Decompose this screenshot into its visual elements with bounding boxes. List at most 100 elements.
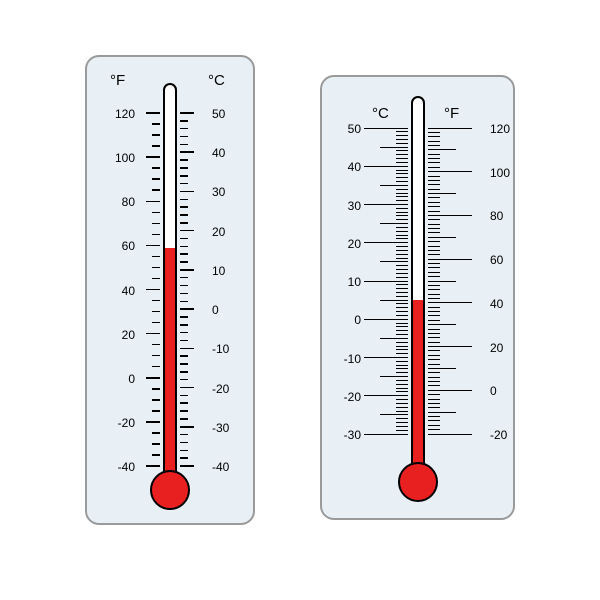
c-scale-tick bbox=[380, 185, 408, 186]
c-scale-tick bbox=[396, 411, 408, 412]
f-scale-tick bbox=[428, 232, 440, 233]
c-scale-tick bbox=[180, 387, 194, 389]
f-scale-label: 60 bbox=[105, 239, 135, 253]
tube-border-right bbox=[423, 103, 425, 470]
f-scale-tick bbox=[428, 372, 440, 373]
c-scale-tick bbox=[396, 307, 408, 308]
c-scale-label: 0 bbox=[335, 313, 361, 327]
c-scale-tick bbox=[180, 136, 188, 138]
f-scale-tick bbox=[152, 167, 160, 169]
f-scale-tick bbox=[428, 171, 472, 172]
c-scale-tick bbox=[180, 316, 188, 318]
c-scale-tick bbox=[396, 334, 408, 335]
c-scale-tick bbox=[396, 426, 408, 427]
c-scale-tick bbox=[396, 193, 408, 194]
c-scale-tick bbox=[396, 250, 408, 251]
c-scale-tick bbox=[396, 158, 408, 159]
f-scale-tick bbox=[428, 180, 440, 181]
f-scale-tick bbox=[428, 364, 440, 365]
c-scale-tick bbox=[364, 128, 408, 129]
c-scale-tick bbox=[180, 340, 188, 342]
c-scale-tick bbox=[396, 200, 408, 201]
c-scale-tick bbox=[396, 273, 408, 274]
c-scale-tick bbox=[380, 338, 408, 339]
f-scale-tick bbox=[152, 355, 160, 357]
celsius-header: °C bbox=[372, 105, 389, 122]
f-scale-tick bbox=[152, 388, 160, 390]
c-scale-tick bbox=[396, 238, 408, 239]
f-scale-tick bbox=[428, 136, 440, 137]
c-scale-tick bbox=[180, 410, 188, 412]
c-scale-tick bbox=[180, 159, 188, 161]
c-scale-tick bbox=[180, 222, 188, 224]
f-scale-tick bbox=[428, 329, 440, 330]
c-scale-tick bbox=[396, 342, 408, 343]
f-scale-tick bbox=[428, 224, 440, 225]
f-scale-tick bbox=[428, 202, 440, 203]
f-scale-tick bbox=[428, 176, 440, 177]
f-scale-tick bbox=[428, 307, 440, 308]
c-scale-tick bbox=[396, 254, 408, 255]
c-scale-tick bbox=[180, 348, 194, 350]
c-scale-tick bbox=[396, 219, 408, 220]
c-scale-tick bbox=[396, 388, 408, 389]
f-scale-tick bbox=[428, 298, 440, 299]
f-scale-tick bbox=[152, 443, 160, 445]
c-scale-tick bbox=[180, 144, 188, 146]
c-scale-tick bbox=[180, 426, 194, 428]
c-scale-tick bbox=[396, 422, 408, 423]
f-scale-tick bbox=[428, 289, 440, 290]
f-scale-tick bbox=[146, 465, 160, 467]
f-scale-tick bbox=[428, 276, 440, 277]
tube-border-left bbox=[411, 103, 413, 470]
f-scale-tick bbox=[428, 162, 440, 163]
c-scale-tick bbox=[396, 162, 408, 163]
f-scale-tick bbox=[428, 250, 440, 251]
tube-cap bbox=[411, 96, 425, 110]
f-scale-tick bbox=[428, 267, 440, 268]
f-scale-label: 0 bbox=[105, 372, 135, 386]
c-scale-tick bbox=[396, 380, 408, 381]
f-scale-tick bbox=[152, 212, 160, 214]
f-scale-tick bbox=[428, 219, 440, 220]
f-scale-tick bbox=[152, 123, 160, 125]
c-scale-label: 50 bbox=[212, 107, 225, 121]
c-scale-tick bbox=[180, 465, 194, 467]
c-scale-tick bbox=[180, 230, 194, 232]
c-scale-tick bbox=[396, 361, 408, 362]
f-scale-label: 20 bbox=[105, 328, 135, 342]
f-scale-tick bbox=[428, 145, 440, 146]
f-scale-tick bbox=[428, 237, 456, 238]
c-scale-tick bbox=[396, 277, 408, 278]
f-scale-tick bbox=[152, 234, 160, 236]
c-scale-tick bbox=[364, 319, 408, 320]
c-scale-tick bbox=[180, 206, 188, 208]
f-scale-tick bbox=[428, 377, 440, 378]
c-scale-tick bbox=[180, 214, 188, 216]
mercury-column bbox=[165, 248, 175, 484]
c-scale-label: 10 bbox=[335, 275, 361, 289]
c-scale-tick bbox=[180, 175, 188, 177]
f-scale-label: -20 bbox=[490, 428, 507, 442]
c-scale-tick bbox=[396, 365, 408, 366]
f-scale-tick bbox=[428, 315, 440, 316]
f-scale-tick bbox=[152, 189, 160, 191]
tube-border-left bbox=[163, 90, 165, 478]
c-scale-label: -10 bbox=[212, 342, 229, 356]
c-scale-tick bbox=[396, 407, 408, 408]
f-scale-tick bbox=[428, 311, 440, 312]
f-scale-label: 40 bbox=[105, 284, 135, 298]
f-scale-tick bbox=[152, 134, 160, 136]
f-scale-tick bbox=[146, 245, 160, 247]
c-scale-tick bbox=[180, 120, 188, 122]
f-scale-tick bbox=[428, 154, 440, 155]
c-scale-tick bbox=[180, 151, 194, 153]
c-scale-tick bbox=[380, 147, 408, 148]
f-scale-tick bbox=[428, 346, 472, 347]
c-scale-tick bbox=[180, 379, 188, 381]
c-scale-tick bbox=[396, 296, 408, 297]
c-scale-label: 40 bbox=[212, 146, 225, 160]
f-scale-tick bbox=[428, 158, 440, 159]
c-scale-tick bbox=[396, 181, 408, 182]
f-scale-tick bbox=[428, 211, 440, 212]
